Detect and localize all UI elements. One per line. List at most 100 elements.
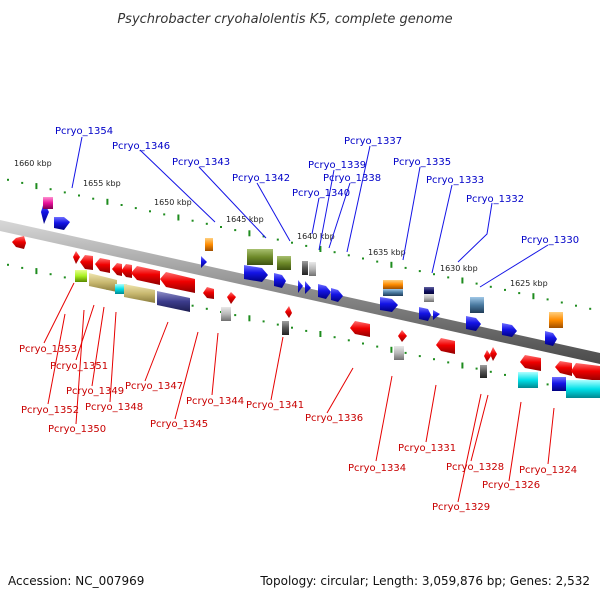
gene-label: Pcryo_1347 [125, 381, 183, 392]
minor-tick [362, 257, 364, 260]
minor-tick [404, 266, 407, 269]
gene-block [43, 197, 53, 209]
minor-tick [362, 342, 364, 345]
scale-label: 1635 kbp [368, 248, 406, 257]
minor-tick [276, 323, 279, 326]
gene-block [302, 261, 308, 275]
topology-text: Topology: circular; Length: 3,059,876 bp… [259, 574, 590, 588]
scale-label: 1655 kbp [83, 179, 121, 188]
major-tick [106, 198, 109, 205]
accession-text: Accession: NC_007969 [8, 574, 144, 588]
gene-arrow [203, 287, 214, 299]
scale-label: 1625 kbp [510, 279, 548, 288]
minor-tick [376, 260, 379, 263]
major-tick [177, 214, 180, 221]
major-tick [248, 315, 251, 322]
minor-tick [234, 314, 237, 317]
gene-arrow [520, 355, 541, 371]
gene-label: Pcryo_1352 [21, 405, 79, 416]
gene-label: Pcryo_1353 [19, 344, 77, 355]
gene-arrow [555, 361, 572, 376]
gene-block [124, 284, 155, 303]
minor-tick [347, 339, 350, 342]
major-tick [35, 268, 38, 275]
top-gene-labels: Pcryo_1354 Pcryo_1346 Pcryo_1343 Pcryo_1… [55, 126, 579, 246]
minor-tick [120, 204, 123, 206]
gene-arrow [54, 217, 70, 230]
gene-block [480, 365, 487, 378]
gene-label: Pcryo_1350 [48, 424, 106, 435]
minor-tick [518, 292, 521, 295]
genome-backbone [0, 220, 600, 364]
scale-label: 1650 kbp [154, 198, 192, 207]
major-tick [461, 362, 464, 369]
gene-label: Pcryo_1344 [186, 396, 244, 407]
gene-arrow [380, 297, 398, 312]
minor-tick [134, 207, 137, 210]
gene-arrow [318, 284, 331, 299]
minor-tick [191, 304, 194, 307]
gene-arrow [244, 265, 268, 282]
gene-label: Pcryo_1324 [519, 465, 577, 476]
minor-tick [220, 226, 222, 228]
gene-label: Pcryo_1331 [398, 443, 456, 454]
gene-block [221, 307, 231, 321]
genes-reverse [12, 236, 600, 398]
gene-label: Pcryo_1348 [85, 402, 143, 413]
gene-block [89, 273, 117, 292]
gene-label: Pcryo_1343 [172, 157, 230, 168]
gene-arrow [466, 316, 481, 331]
minor-tick [433, 273, 435, 276]
gene-label: Pcryo_1326 [482, 480, 540, 491]
minor-tick [49, 188, 52, 191]
minor-tick [305, 329, 308, 332]
major-tick [319, 246, 322, 252]
gene-arrow [227, 292, 236, 304]
gene-arrow [73, 251, 80, 264]
minor-tick [560, 301, 563, 304]
gene-label: Pcryo_1341 [246, 400, 304, 411]
gene-arrow [433, 310, 440, 320]
minor-tick [205, 222, 208, 225]
minor-tick [489, 285, 492, 288]
minor-tick [92, 197, 95, 200]
minor-tick [489, 370, 492, 373]
minor-tick [149, 210, 151, 213]
gene-block [394, 346, 404, 360]
gene-block [247, 249, 273, 265]
minor-tick [447, 276, 450, 279]
minor-tick [504, 373, 506, 376]
minor-tick [475, 282, 478, 285]
gene-label: Pcryo_1346 [112, 141, 170, 152]
gene-arrow [419, 307, 431, 321]
minor-tick [546, 383, 549, 386]
minor-tick [418, 270, 421, 273]
minor-tick [262, 320, 265, 323]
gene-arrow [502, 323, 517, 337]
gene-arrow [285, 306, 292, 318]
bottom-gene-labels: Pcryo_1353 Pcryo_1351 Pcryo_1349 Pcryo_1… [19, 344, 577, 513]
minor-tick [7, 178, 9, 181]
gene-label: Pcryo_1332 [466, 194, 524, 205]
gene-block [470, 297, 484, 313]
minor-tick [262, 235, 265, 238]
gene-arrow [112, 263, 122, 276]
gene-arrow [298, 280, 303, 293]
gene-label: Pcryo_1351 [50, 361, 108, 372]
gene-label: Pcryo_1328 [446, 462, 504, 473]
gene-label: Pcryo_1336 [305, 413, 363, 424]
gene-block [383, 280, 403, 289]
gene-label: Pcryo_1345 [150, 419, 208, 430]
major-tick [248, 230, 251, 237]
gene-block [282, 321, 289, 335]
gene-arrow [398, 330, 407, 342]
gene-label: Pcryo_1329 [432, 502, 490, 513]
gene-arrow [490, 347, 497, 361]
minor-tick [404, 351, 407, 354]
minor-tick [475, 367, 478, 370]
gene-label: Pcryo_1354 [55, 126, 113, 137]
leader-lines-bottom [43, 282, 555, 503]
gene-block [383, 289, 403, 296]
gene-block [566, 380, 600, 398]
